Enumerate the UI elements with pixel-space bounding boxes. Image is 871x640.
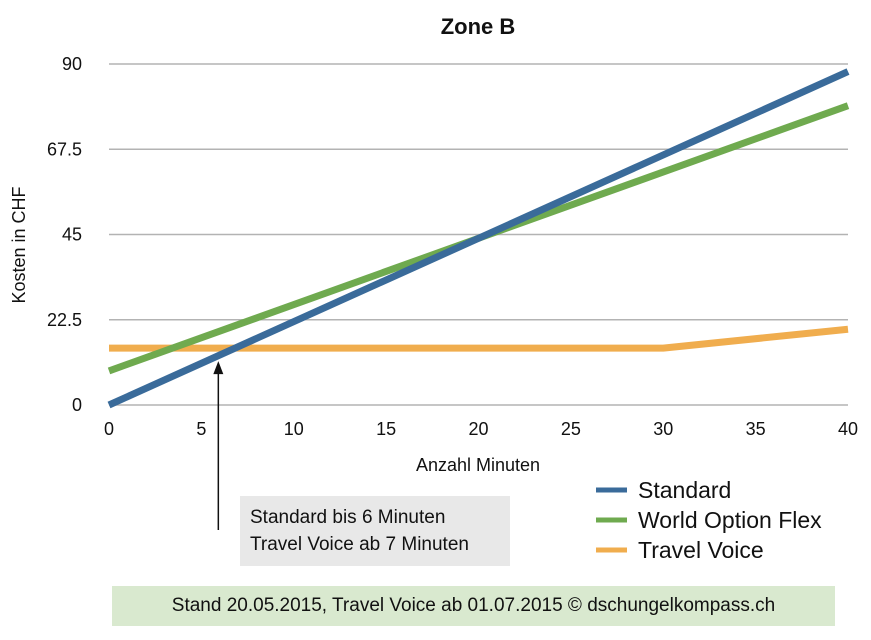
x-tick-label: 30 [653,419,673,439]
annotation-note: Standard bis 6 Minuten Travel Voice ab 7… [240,496,510,566]
y-tick-label: 22.5 [47,310,82,330]
annotation-line-2: Travel Voice ab 7 Minuten [250,534,469,555]
y-axis-label: Kosten in CHF [9,186,29,303]
chart-title: Zone B [441,14,516,39]
x-tick-label: 5 [196,419,206,439]
series-line-2 [109,325,849,352]
y-tick-label: 0 [72,395,82,415]
y-tick-label: 90 [62,54,82,74]
x-tick-label: 0 [104,419,114,439]
x-tick-label: 20 [468,419,488,439]
footer-note: Stand 20.05.2015, Travel Voice ab 01.07.… [112,586,835,626]
x-tick-label: 35 [746,419,766,439]
legend: Standard World Option Flex Travel Voice [596,477,822,563]
y-tick-label: 45 [62,225,82,245]
legend-label-0: Standard [638,477,731,503]
legend-label-2: Travel Voice [638,537,764,563]
x-tick-label: 10 [284,419,304,439]
series-lines [107,68,850,409]
x-tick-label: 40 [838,419,858,439]
annotation-arrow [213,361,224,530]
annotation-arrow-head [213,361,224,375]
x-axis-label: Anzahl Minuten [416,455,540,475]
series-line-0 [107,68,850,409]
y-tick-label: 67.5 [47,139,82,159]
x-tick-labels: 0 5 10 15 20 25 30 35 40 [104,419,858,439]
y-tick-labels: 0 22.5 45 67.5 90 [47,54,82,415]
x-tick-label: 15 [376,419,396,439]
x-tick-label: 25 [561,419,581,439]
legend-label-1: World Option Flex [638,507,822,533]
annotation-line-1: Standard bis 6 Minuten [250,507,446,528]
